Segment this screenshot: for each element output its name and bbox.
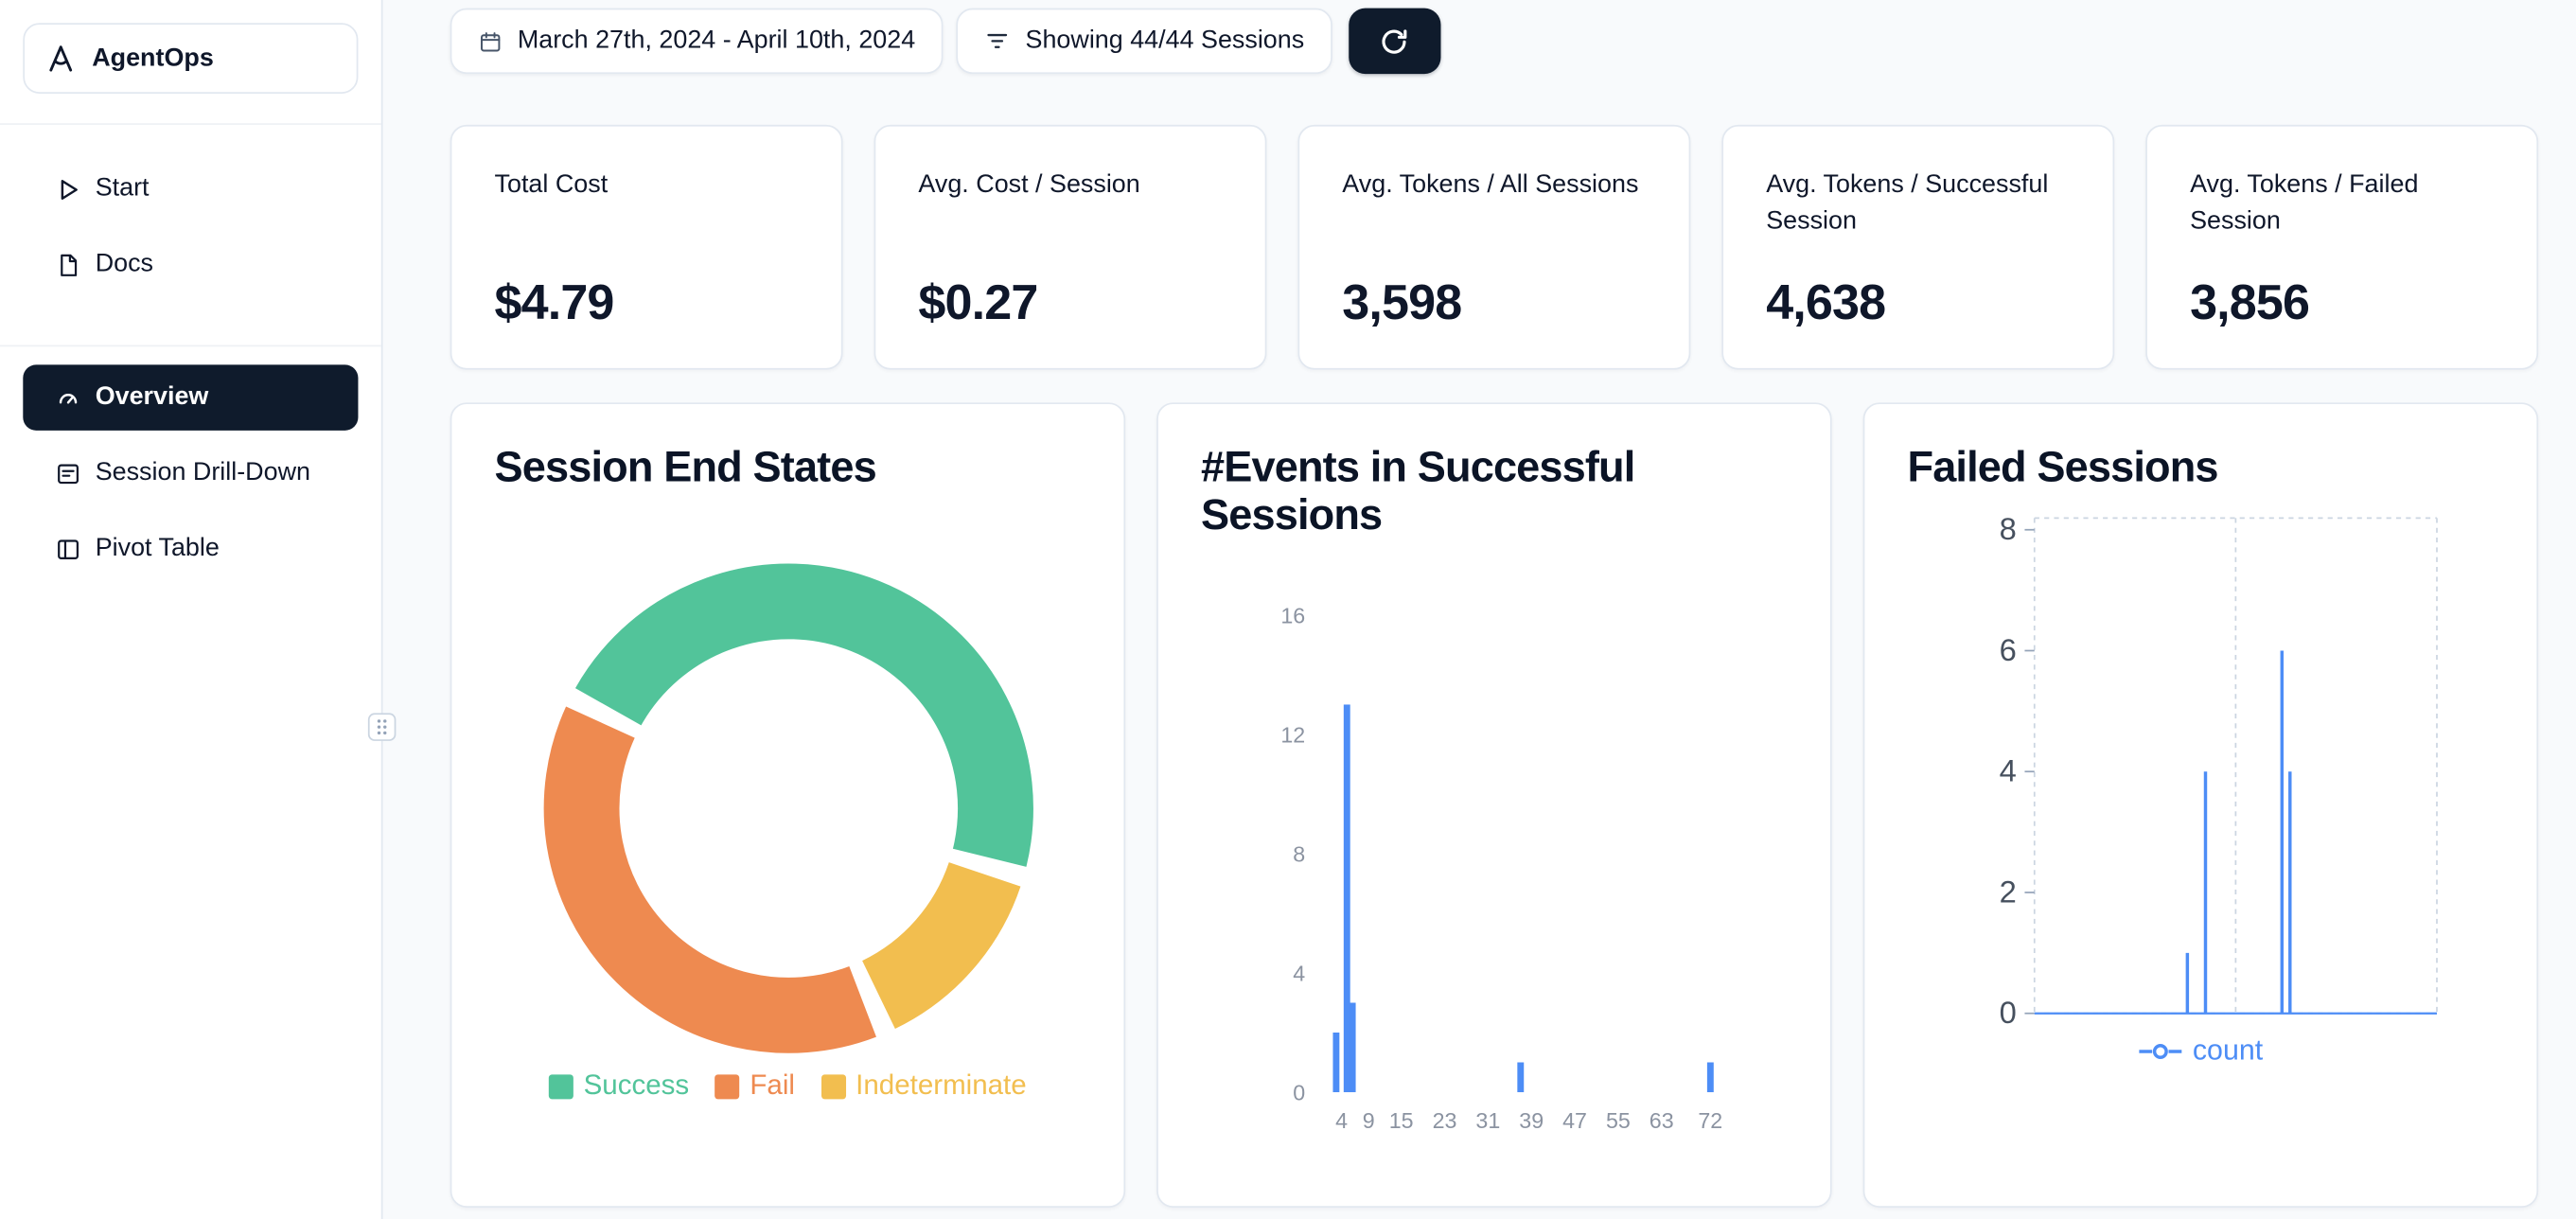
count-legend[interactable]: count	[1907, 1034, 2494, 1068]
svg-text:8: 8	[2000, 515, 2017, 547]
svg-text:6: 6	[2000, 632, 2017, 667]
svg-text:2: 2	[2000, 874, 2017, 909]
agentops-logo-icon	[44, 42, 78, 75]
stat-value: 3,856	[2190, 275, 2310, 330]
svg-text:55: 55	[1606, 1108, 1631, 1133]
chart-cards: Session End States Success Fail	[450, 402, 2539, 1208]
donut-chart-svg	[542, 563, 1033, 1053]
document-icon	[54, 251, 82, 279]
chart-card-session-end-states: Session End States Success Fail	[450, 402, 1126, 1208]
bar-chart: 0 4 8 12 16 4 9 15 23 31 39 47 55 63 72	[1201, 553, 1788, 1144]
date-range-label: March 27th, 2024 - April 10th, 2024	[517, 26, 916, 55]
stat-card-avg-tokens-successful: Avg. Tokens / Successful Session 4,638	[1721, 124, 2115, 370]
stat-label: Total Cost	[494, 170, 609, 200]
pivot-table-icon	[54, 535, 82, 563]
legend-item-success[interactable]: Success	[549, 1069, 689, 1103]
sidebar-item-label: Session Drill-Down	[95, 458, 310, 486]
svg-text:0: 0	[1293, 1081, 1305, 1105]
svg-text:72: 72	[1698, 1108, 1722, 1133]
chart-title: #Events in Successful Sessions	[1201, 441, 1635, 539]
stat-card-avg-tokens-all: Avg. Tokens / All Sessions 3,598	[1297, 124, 1691, 370]
topbar: March 27th, 2024 - April 10th, 2024 Show…	[450, 8, 2538, 75]
stat-card-total-cost: Total Cost $4.79	[450, 124, 843, 370]
legend-label: Fail	[750, 1069, 795, 1102]
svg-text:8: 8	[1293, 842, 1305, 867]
sidebar-item-pivot-table[interactable]: Pivot Table	[23, 516, 358, 581]
svg-text:31: 31	[1475, 1108, 1500, 1133]
stat-value: 3,598	[1342, 275, 1462, 330]
stat-card-avg-cost-session: Avg. Cost / Session $0.27	[873, 124, 1267, 370]
sidebar-item-start[interactable]: Start	[0, 151, 381, 227]
sidebar-item-label: Docs	[95, 249, 154, 278]
sessions-filter-button[interactable]: Showing 44/44 Sessions	[956, 8, 1332, 75]
svg-text:0: 0	[2000, 995, 2017, 1030]
sidebar-item-session-drill-down[interactable]: Session Drill-Down	[23, 440, 358, 505]
svg-text:23: 23	[1433, 1108, 1457, 1133]
chart-card-failed-sessions: Failed Sessions 0 2 4 6 8 count	[1862, 402, 2539, 1208]
svg-text:63: 63	[1650, 1108, 1674, 1133]
sidebar-item-docs[interactable]: Docs	[0, 227, 381, 303]
stat-label: Avg. Tokens / Failed Session	[2190, 170, 2419, 237]
sidebar-links: Start Docs	[0, 125, 381, 302]
line-chart-svg: 0 2 4 6 8	[2000, 515, 2438, 1030]
legend-label: Success	[583, 1069, 690, 1102]
svg-text:39: 39	[1519, 1108, 1544, 1133]
sidebar-item-overview[interactable]: Overview	[23, 364, 359, 431]
chart-title: Session End States	[494, 441, 877, 492]
stat-card-avg-tokens-failed: Avg. Tokens / Failed Session 3,856	[2145, 124, 2539, 370]
filter-icon	[984, 28, 1011, 55]
sidebar-divider	[0, 344, 381, 347]
refresh-button[interactable]	[1349, 8, 1441, 75]
gauge-icon	[54, 383, 82, 412]
svg-text:9: 9	[1363, 1108, 1375, 1133]
sidebar-divider	[0, 123, 381, 125]
svg-text:4: 4	[2000, 753, 2017, 788]
stat-cards: Total Cost $4.79 Avg. Cost / Session $0.…	[450, 124, 2539, 370]
legend-label: Indeterminate	[856, 1069, 1027, 1102]
line-chart: 0 2 4 6 8	[1907, 515, 2494, 1031]
main-content: March 27th, 2024 - April 10th, 2024 Show…	[384, 0, 2576, 1208]
legend-item-fail[interactable]: Fail	[715, 1069, 795, 1103]
svg-text:12: 12	[1280, 723, 1305, 748]
stat-value: $4.79	[494, 275, 615, 330]
svg-text:4: 4	[1335, 1108, 1348, 1133]
sidebar-item-label: Overview	[95, 382, 209, 411]
logo-label: AgentOps	[92, 44, 214, 72]
sidebar-item-label: Pivot Table	[95, 534, 220, 562]
svg-text:15: 15	[1389, 1108, 1414, 1133]
line-marker-icon	[2138, 1041, 2181, 1061]
svg-text:47: 47	[1562, 1108, 1587, 1133]
legend-swatch-success	[549, 1073, 574, 1099]
play-icon	[54, 175, 82, 203]
svg-text:16: 16	[1280, 604, 1305, 628]
count-legend-label: count	[2192, 1034, 2264, 1067]
donut-chart	[495, 554, 1082, 1063]
logo-box[interactable]: AgentOps	[23, 23, 359, 94]
stat-label: Avg. Cost / Session	[918, 170, 1140, 200]
grip-dots-icon	[375, 716, 390, 738]
stat-label: Avg. Tokens / All Sessions	[1342, 170, 1639, 200]
session-list-icon	[54, 459, 82, 487]
svg-text:4: 4	[1293, 962, 1305, 986]
donut-legend: Success Fail Indeterminate	[495, 1069, 1082, 1103]
sessions-filter-label: Showing 44/44 Sessions	[1025, 26, 1305, 55]
refresh-icon	[1379, 26, 1410, 57]
legend-swatch-fail	[715, 1073, 740, 1099]
chart-title: Failed Sessions	[1907, 441, 2218, 492]
sidebar-nav: Overview Session Drill-Down	[0, 346, 381, 581]
date-range-button[interactable]: March 27th, 2024 - April 10th, 2024	[450, 8, 944, 75]
chart-card-events-successful-sessions: #Events in Successful Sessions 0 4 8 12 16 4 9…	[1156, 402, 1832, 1208]
stat-value: $0.27	[918, 275, 1038, 330]
legend-swatch-indeterminate	[820, 1073, 846, 1099]
sidebar-item-label: Start	[95, 174, 150, 203]
stat-value: 4,638	[1766, 275, 1886, 330]
legend-item-indeterminate[interactable]: Indeterminate	[820, 1069, 1027, 1103]
calendar-icon	[478, 28, 503, 53]
sidebar-resize-handle[interactable]	[367, 713, 397, 741]
stat-label: Avg. Tokens / Successful Session	[1766, 170, 2049, 237]
sidebar: AgentOps Start Docs	[0, 0, 383, 1219]
